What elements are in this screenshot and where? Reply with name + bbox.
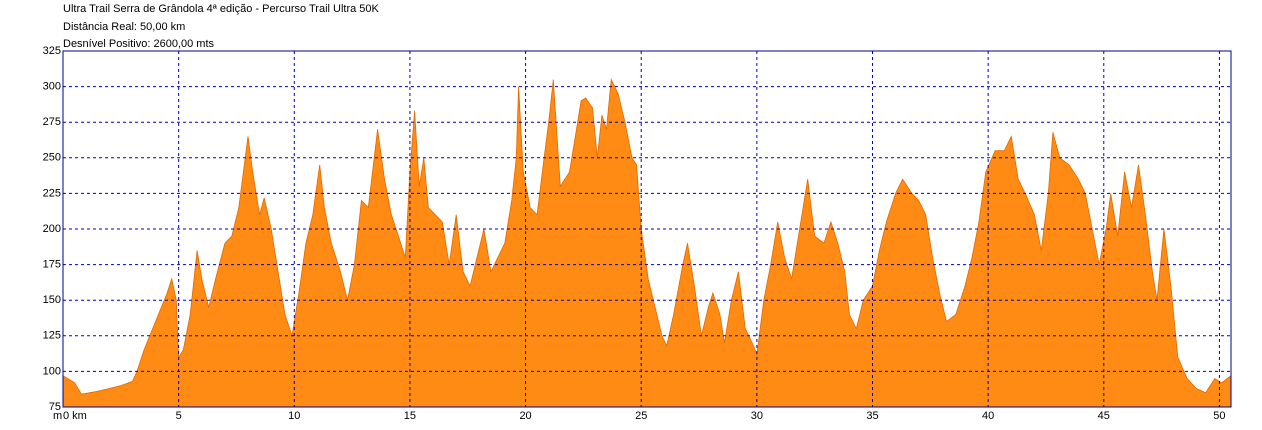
y-tick-label: 100 (43, 365, 61, 377)
subtitle-line: Distância Real: 50,00 km (63, 21, 185, 33)
x-tick-label: 50 (1213, 410, 1225, 422)
y-tick-label: 250 (43, 152, 61, 164)
title-line: Ultra Trail Serra de Grândola 4ª edição … (63, 3, 380, 15)
y-tick-label: 200 (43, 223, 61, 235)
x-tick-label: 35 (866, 410, 878, 422)
x-tick-label: 15 (404, 410, 416, 422)
x-tick-label: 5 (176, 410, 182, 422)
y-tick-label: 150 (43, 294, 61, 306)
y-tick-label: 125 (43, 330, 61, 342)
x-tick-label: 45 (1098, 410, 1110, 422)
subtitle-line: Desnível Positivo: 2600,00 mts (63, 38, 215, 50)
y-tick-label: 225 (43, 187, 61, 199)
y-tick-label: 325 (43, 45, 61, 57)
y-tick-label: 300 (43, 81, 61, 93)
y-tick-label: 175 (43, 259, 61, 271)
x-tick-label: 40 (982, 410, 994, 422)
x-tick-label: 20 (519, 410, 531, 422)
x-tick-label: 30 (751, 410, 763, 422)
x-tick-label: 0 km (63, 410, 87, 422)
plot-border (62, 50, 1232, 408)
elevation-area (62, 78, 1232, 408)
x-tick-label: 10 (288, 410, 300, 422)
y-tick-label: 75 (49, 401, 61, 413)
y-tick-label: 275 (43, 116, 61, 128)
y-unit-label: m (53, 410, 62, 422)
x-tick-label: 25 (635, 410, 647, 422)
